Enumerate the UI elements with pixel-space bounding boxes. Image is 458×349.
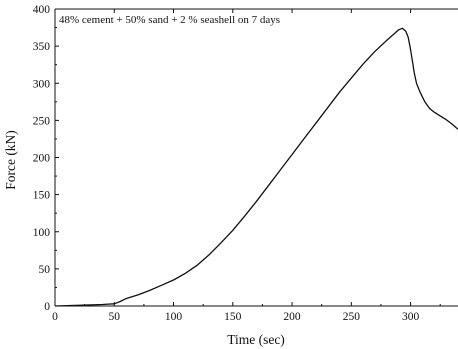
y-tick-label: 200 <box>33 153 51 165</box>
y-tick-label: 350 <box>33 41 51 53</box>
x-tick-label: 50 <box>109 311 121 323</box>
x-tick-label: 100 <box>165 311 183 323</box>
chart-annotation: 48% cement + 50% sand + 2 % seashell on … <box>59 14 280 26</box>
y-tick-label: 400 <box>33 4 51 16</box>
x-tick-label: 300 <box>402 311 420 323</box>
tick-marks <box>54 8 441 307</box>
x-tick-label: 250 <box>343 311 361 323</box>
plot-area <box>54 27 458 307</box>
y-tick-label: 50 <box>39 264 51 276</box>
y-axis-title: Force (kN) <box>3 130 18 190</box>
x-tick-label: 0 <box>52 311 58 323</box>
x-axis-title: Time (sec) <box>227 332 285 347</box>
y-tick-label: 0 <box>44 301 50 313</box>
axes <box>54 8 458 307</box>
y-tick-label: 300 <box>33 78 51 90</box>
x-tick-label: 200 <box>283 311 301 323</box>
y-tick-label: 250 <box>33 115 51 127</box>
tick-labels: 0 50 100 150 200 250 300 0 50 100 150 200 250 300 350 4… <box>33 4 420 323</box>
y-tick-label: 100 <box>33 227 51 239</box>
x-tick-label: 150 <box>224 311 242 323</box>
force-curve-line <box>54 27 458 307</box>
y-tick-label: 150 <box>33 190 51 202</box>
